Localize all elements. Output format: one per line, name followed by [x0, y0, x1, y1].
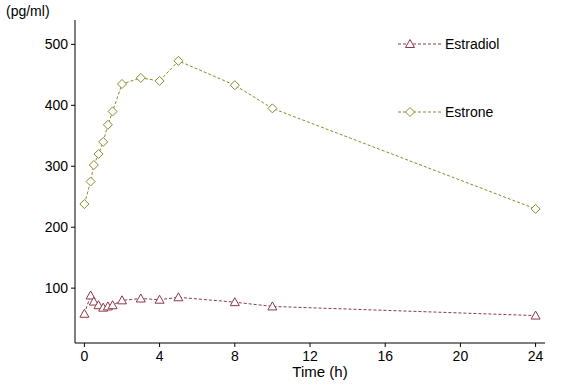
y-tick [71, 227, 75, 228]
point [268, 104, 277, 113]
x-axis-label: Time (h) [292, 363, 347, 380]
series-line [84, 61, 535, 209]
point [230, 298, 239, 306]
chart: 100 200 300 400 500 0 4 8 12 16 20 24 Time (h) (pg/ml… [0, 0, 561, 386]
x-tick-label: 24 [528, 348, 544, 364]
point [155, 295, 164, 303]
y-axis-label: (pg/ml) [6, 3, 50, 19]
point [230, 81, 239, 90]
legend-label: Estrone [445, 104, 493, 120]
y-tick-label: 400 [45, 97, 69, 113]
point [108, 107, 117, 116]
x-tick [385, 343, 386, 347]
point [108, 301, 117, 309]
x-tick-label: 12 [302, 348, 318, 364]
legend-line [398, 44, 442, 45]
y-tick [71, 105, 75, 106]
series-line [84, 295, 535, 315]
x-tick-label: 20 [453, 348, 469, 364]
point [86, 177, 95, 186]
point [118, 296, 127, 304]
point [155, 76, 164, 85]
point [268, 302, 277, 310]
legend-line [398, 112, 442, 113]
point [174, 293, 183, 301]
x-tick-label: 8 [231, 348, 239, 364]
point [174, 56, 183, 65]
point [99, 137, 108, 146]
legend-label: Estradiol [445, 36, 499, 52]
y-axis [75, 20, 76, 343]
x-tick [234, 343, 235, 347]
legend: Estradiol Estrone [398, 36, 499, 120]
background [0, 0, 561, 386]
point [103, 120, 112, 129]
x-tick [460, 343, 461, 347]
point [94, 150, 103, 159]
y-tick [71, 44, 75, 45]
plot-area [80, 56, 540, 319]
y-tick [71, 166, 75, 167]
y-tick-label: 200 [45, 219, 69, 235]
point [531, 311, 540, 319]
y-tick-label: 100 [45, 280, 69, 296]
y-tick [71, 288, 75, 289]
point [531, 204, 540, 213]
point [118, 79, 127, 88]
point [136, 294, 145, 302]
x-tick [84, 343, 85, 347]
legend-marker [406, 108, 415, 117]
y-tick-label: 500 [45, 36, 69, 52]
point [80, 309, 89, 317]
point [89, 161, 98, 170]
point [136, 73, 145, 82]
x-tick-label: 0 [81, 348, 89, 364]
legend-marker [406, 40, 415, 48]
x-tick [159, 343, 160, 347]
x-tick [310, 343, 311, 347]
x-tick-label: 4 [156, 348, 164, 364]
x-tick-label: 16 [377, 348, 393, 364]
x-tick [535, 343, 536, 347]
point [80, 200, 89, 209]
y-tick-label: 300 [45, 158, 69, 174]
